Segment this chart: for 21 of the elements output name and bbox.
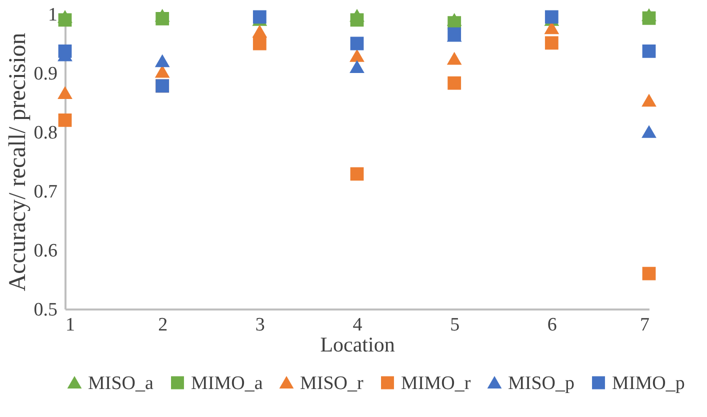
x-tick-label: 6	[547, 314, 557, 336]
y-tick-label: 1	[48, 4, 58, 26]
y-axis-title: Accuracy/ recall/ precision	[4, 32, 31, 292]
legend-label: MIMO_r	[401, 372, 472, 394]
x-tick-label: 2	[158, 314, 168, 336]
y-tick-label: 0.5	[34, 300, 58, 320]
y-tick-label: 0.9	[34, 64, 58, 84]
legend-label: MISO_r	[300, 372, 364, 394]
legend-label: MIMO_p	[612, 372, 685, 394]
y-tick-label: 0.8	[34, 122, 58, 144]
y-tick-label: 0.7	[34, 182, 58, 202]
x-tick-label: 4	[352, 314, 363, 336]
legend-label: MISO_a	[88, 372, 154, 394]
y-tick-label: 0.6	[34, 240, 58, 262]
x-tick-label: 5	[450, 314, 460, 336]
legend-label: MIMO_a	[191, 372, 264, 394]
x-tick-label: 7	[640, 314, 650, 336]
x-tick-label: 3	[255, 314, 265, 336]
legend-label: MISO_p	[508, 372, 575, 394]
x-axis-title: Location	[320, 332, 396, 356]
x-tick-label: 1	[66, 314, 75, 336]
